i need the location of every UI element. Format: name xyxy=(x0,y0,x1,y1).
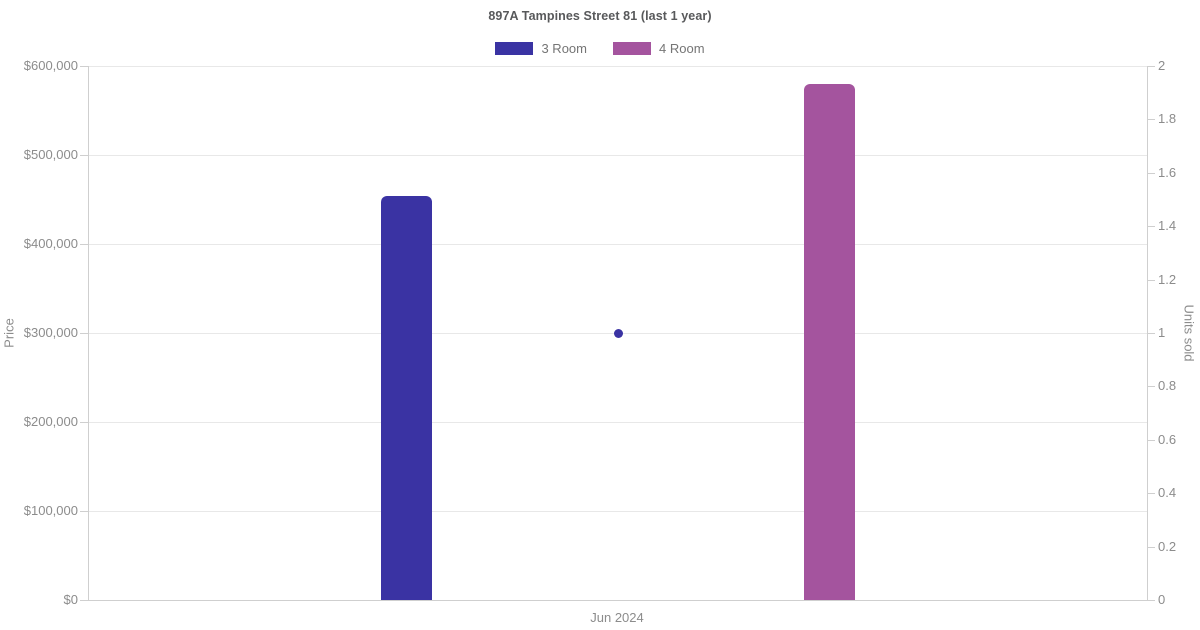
units-axis-tick-mark xyxy=(1147,333,1155,334)
gridline xyxy=(89,155,1147,156)
legend-item-4-room[interactable]: 4 Room xyxy=(613,41,705,56)
legend: 3 Room 4 Room xyxy=(0,41,1200,56)
bar-3-room[interactable] xyxy=(380,195,432,600)
legend-item-3-room[interactable]: 3 Room xyxy=(495,41,587,56)
units-axis-tick-label: 0.8 xyxy=(1158,378,1177,394)
chart-title: 897A Tampines Street 81 (last 1 year) xyxy=(488,9,712,23)
legend-swatch-icon xyxy=(613,42,651,55)
price-axis-tick-mark xyxy=(80,333,88,334)
price-axis-tick-mark xyxy=(80,244,88,245)
units-axis-tick-mark xyxy=(1147,172,1155,174)
price-axis-tick-label: $500,000 xyxy=(23,147,78,162)
units-axis-title: Units sold xyxy=(1181,304,1197,362)
units-axis-tick-label: 0 xyxy=(1158,592,1166,607)
units-axis-tick-label: 1.6 xyxy=(1158,164,1177,180)
price-axis-tick-mark xyxy=(80,155,88,156)
units-axis-tick-mark xyxy=(1147,119,1155,121)
bar-4-room[interactable] xyxy=(804,83,856,600)
units-axis-tick-mark xyxy=(1147,600,1155,601)
units-axis-tick-label: 2 xyxy=(1158,58,1166,73)
price-axis-tick-label: $0 xyxy=(63,592,78,607)
price-axis-tick-mark xyxy=(80,600,88,601)
legend-item-label: 4 Room xyxy=(659,41,705,56)
units-axis-tick-label: 1.2 xyxy=(1158,271,1177,287)
x-axis-tick-label: Jun 2024 xyxy=(590,610,644,625)
plot-area xyxy=(88,66,1148,601)
units-axis-tick-mark xyxy=(1147,66,1155,67)
price-axis-tick-mark xyxy=(80,511,88,512)
units-sold-point[interactable] xyxy=(613,328,623,338)
units-axis-tick-mark xyxy=(1147,386,1155,388)
price-axis-tick-label: $600,000 xyxy=(23,58,78,73)
gridline xyxy=(89,422,1147,423)
units-axis-tick-mark xyxy=(1147,439,1155,441)
legend-swatch-icon xyxy=(495,42,534,55)
units-axis-tick-mark xyxy=(1147,279,1155,281)
units-axis-tick-label: 0.4 xyxy=(1158,485,1177,501)
price-axis-tick-mark xyxy=(80,66,88,67)
price-axis-tick-mark xyxy=(80,422,88,423)
units-axis-tick-label: 0.6 xyxy=(1158,431,1177,447)
units-axis-tick-label: 1.8 xyxy=(1158,111,1177,127)
gridline xyxy=(89,66,1147,67)
price-axis-tick-label: $300,000 xyxy=(23,325,78,340)
legend-item-label: 3 Room xyxy=(541,41,587,56)
units-axis-tick-mark xyxy=(1147,546,1155,548)
units-axis-tick-mark xyxy=(1147,226,1155,228)
gridline xyxy=(89,511,1147,512)
price-axis-tick-label: $200,000 xyxy=(23,414,78,429)
units-axis-tick-label: 1 xyxy=(1158,325,1166,340)
gridline xyxy=(89,244,1147,245)
units-axis-tick-label: 1.4 xyxy=(1158,218,1177,234)
units-axis-tick-label: 0.2 xyxy=(1158,538,1177,554)
price-axis-tick-label: $400,000 xyxy=(23,236,78,251)
price-axis-tick-label: $100,000 xyxy=(23,503,78,518)
units-axis-tick-mark xyxy=(1147,493,1155,495)
